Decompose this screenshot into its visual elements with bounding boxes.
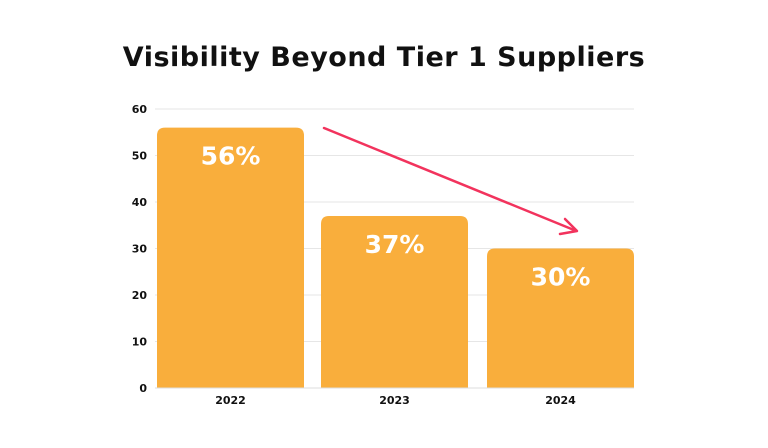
bar-2022 <box>157 127 304 388</box>
x-tick-label: 2022 <box>215 394 246 407</box>
y-tick-label: 30 <box>132 243 148 256</box>
data-label: 30% <box>531 263 591 292</box>
y-tick-label: 20 <box>132 289 148 302</box>
y-tick-label: 0 <box>139 382 147 395</box>
data-label: 37% <box>365 230 425 259</box>
x-tick-label: 2024 <box>545 394 576 407</box>
bar-2024 <box>487 248 634 388</box>
arrow-head-icon <box>558 217 579 236</box>
y-tick-label: 50 <box>132 150 148 163</box>
x-tick-label: 2023 <box>379 394 410 407</box>
y-tick-label: 10 <box>132 336 148 349</box>
y-tick-label: 60 <box>132 103 148 116</box>
chart-title: Visibility Beyond Tier 1 Suppliers <box>122 42 646 73</box>
data-label: 56% <box>201 142 261 171</box>
bar-2023 <box>321 215 468 388</box>
trend-arrow-line <box>322 126 576 232</box>
y-tick-label: 40 <box>132 196 148 209</box>
